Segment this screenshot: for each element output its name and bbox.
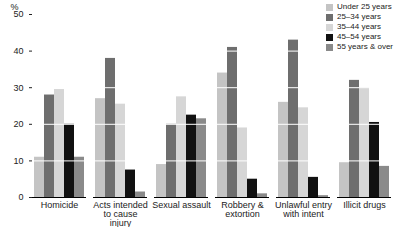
svg-text:Unlawful entrywith intent: Unlawful entrywith intent	[275, 200, 333, 219]
html-text:55 years & over: 55 years & over	[337, 42, 393, 51]
svg-text:10: 10	[13, 156, 23, 166]
svg-text:Sexual assault: Sexual assault	[152, 200, 211, 210]
html-text:25–34 years: 25–34 years	[337, 12, 381, 21]
svg-text:%: %	[11, 2, 19, 12]
svg-text:Illicit drugs: Illicit drugs	[343, 200, 386, 210]
html-text:35–44 years: 35–44 years	[337, 22, 381, 31]
svg-text:30: 30	[13, 83, 23, 93]
svg-text:Homicide: Homicide	[41, 200, 79, 210]
html-text:Under 25 years: Under 25 years	[337, 2, 392, 11]
html-text:45–54 years: 45–54 years	[337, 32, 381, 41]
svg-text:Acts intendedto causeinjury: Acts intendedto causeinjury	[93, 200, 148, 227]
svg-text:20: 20	[13, 119, 23, 129]
svg-text:Robbery &extortion: Robbery &extortion	[221, 200, 264, 219]
svg-text:40: 40	[13, 46, 23, 56]
svg-text:0: 0	[18, 192, 23, 202]
svg-text:50: 50	[13, 9, 24, 20]
